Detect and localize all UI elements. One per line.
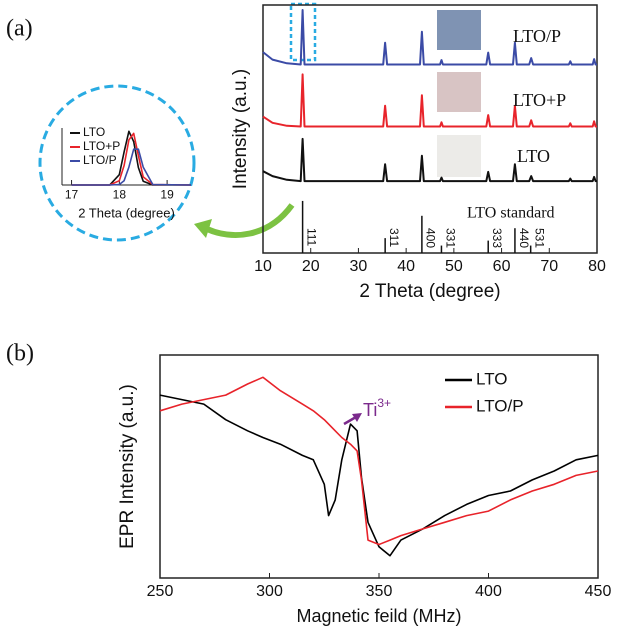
x-axis-label: 2 Theta (degree) (78, 205, 175, 220)
reference-hkl: 333 (490, 228, 504, 248)
reference-hkl: 400 (424, 228, 438, 248)
x-tick-label: 250 (147, 583, 174, 600)
x-tick-label: 17 (65, 187, 79, 201)
annotation-arrow-head (352, 413, 362, 422)
series-label: LTO/P (513, 26, 561, 46)
sample-photo (437, 135, 481, 177)
legend-label: LTO/P (476, 396, 524, 415)
x-tick-label: 300 (256, 583, 283, 600)
series-line (262, 9, 597, 66)
x-tick-label: 30 (350, 258, 368, 275)
panel-label: (b) (6, 341, 34, 367)
x-tick-label: 18 (113, 187, 127, 201)
series-line (71, 132, 192, 186)
zoom-arrow-head (194, 219, 212, 238)
annotation-sup: 3+ (377, 396, 391, 410)
annotation: Ti3+ (363, 396, 391, 420)
inset-circle (38, 84, 196, 242)
legend-label: LTO/P (83, 153, 117, 167)
x-tick-label: 400 (475, 583, 502, 600)
series-label: LTO (517, 146, 550, 166)
panel-label: (a) (6, 16, 33, 42)
y-axis-label: EPR Intensity (a.u.) (117, 384, 138, 549)
sample-photo (437, 72, 481, 112)
legend-label: LTO+P (83, 139, 120, 153)
x-tick-label: 20 (302, 258, 320, 275)
reference-hkl: 111 (304, 228, 318, 247)
x-tick-label: 80 (588, 258, 606, 275)
x-tick-label: 40 (397, 258, 415, 275)
reference-label: LTO standard (467, 205, 555, 222)
x-tick-label: 350 (366, 583, 393, 600)
series-line (159, 394, 599, 557)
reference-hkl: 331 (443, 228, 457, 248)
x-tick-label: 70 (540, 258, 558, 275)
legend-label: LTO (476, 369, 508, 388)
reference-hkl: 440 (517, 228, 531, 248)
series-line (262, 73, 597, 128)
sample-photo (437, 10, 481, 50)
series-label: LTO+P (513, 90, 566, 110)
y-axis-label: Intensity (a.u.) (230, 69, 251, 189)
zoom-arrow (205, 203, 295, 238)
x-axis-label: Magnetic feild (MHz) (296, 606, 461, 626)
series-line (262, 137, 597, 183)
x-tick-label: 19 (160, 187, 174, 201)
x-axis-label: 2 Theta (degree) (359, 281, 500, 302)
x-tick-label: 10 (254, 258, 272, 275)
x-tick-label: 50 (445, 258, 463, 275)
plot-frame (262, 4, 598, 254)
annotation-arrow (343, 415, 357, 426)
x-tick-label: 60 (493, 258, 511, 275)
series-line (159, 376, 599, 546)
series-line (71, 148, 192, 186)
reference-hkl: 531 (533, 228, 547, 248)
peak-highlight (289, 2, 317, 62)
legend-label: LTO (83, 125, 105, 139)
x-tick-label: 450 (585, 583, 612, 600)
reference-hkl: 311 (387, 228, 401, 247)
annotation-text: Ti (363, 400, 377, 420)
